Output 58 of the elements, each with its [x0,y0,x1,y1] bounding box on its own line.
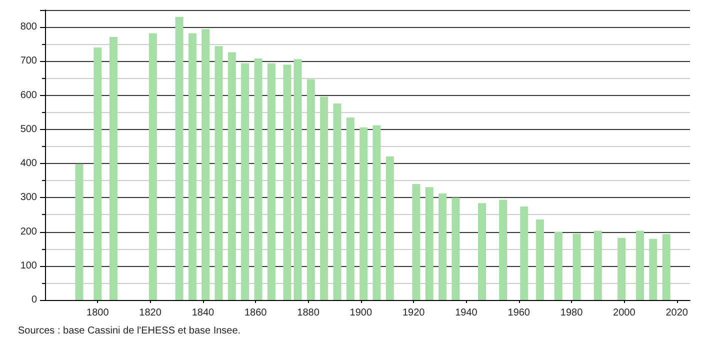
x-tick-label: 1980 [560,308,584,318]
y-tick-label: 600 [20,90,38,101]
bar [294,59,302,300]
bar [478,203,486,300]
bar [636,230,644,300]
y-tick-label: 500 [20,124,38,135]
bar [228,52,236,300]
bar [241,63,250,300]
bar [346,117,354,300]
y-tick-label: 400 [20,158,38,170]
bar [267,63,276,300]
x-tick-label: 1840 [192,308,215,318]
bar [109,36,118,300]
bar [438,194,447,300]
bar [618,238,626,300]
source-note: Sources : base Cassini de l'EHESS et base Insee. [18,326,241,336]
y-tick-label: 300 [20,192,38,204]
bar [283,64,292,300]
bar [554,232,562,300]
x-tick-label: 1920 [402,308,426,318]
bar [412,184,420,300]
bar [452,198,460,300]
bar [188,33,196,300]
bar [254,58,262,300]
bar [175,16,184,300]
bar [662,234,670,300]
bar [94,48,102,300]
bar [649,238,658,300]
bar [214,46,223,300]
y-tick-label: 700 [20,56,38,67]
bar [372,125,381,300]
bar [320,96,328,300]
bar [202,29,210,300]
bar [594,230,602,300]
bar [333,103,342,300]
y-tick-label: 0 [31,294,38,306]
x-tick-label: 1820 [139,308,162,318]
x-tick-label: 1860 [244,308,268,318]
bar [360,127,368,300]
x-tick-label: 1880 [297,308,320,318]
bar [425,187,434,300]
bar [306,79,315,300]
bar [386,156,394,300]
x-tick-label: 2000 [613,308,636,318]
x-tick-label: 2020 [666,308,688,318]
y-tick-label: 200 [20,226,38,238]
bar [572,234,581,300]
x-tick-label: 1800 [86,308,110,318]
y-tick-label: 100 [20,260,38,272]
x-tick-label: 1960 [508,308,530,318]
bar [75,164,84,300]
bar [520,206,528,300]
bar [536,219,544,300]
y-tick-label: 800 [20,22,38,33]
x-tick-label: 1900 [350,308,372,318]
bar [499,200,508,300]
x-tick-label: 1940 [455,308,478,318]
bar [148,33,157,300]
